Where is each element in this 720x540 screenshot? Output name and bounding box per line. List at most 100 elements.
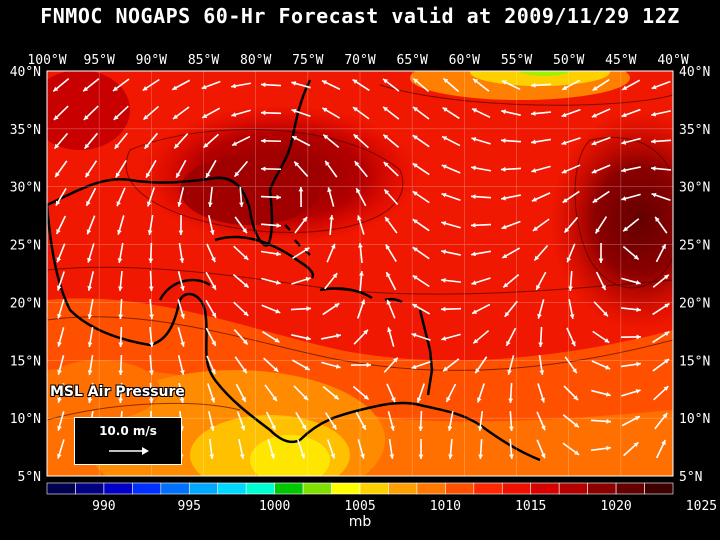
wind-vector xyxy=(233,160,249,178)
wind-vector xyxy=(356,299,366,319)
wind-vector xyxy=(470,194,492,200)
latitude-label: 40°N xyxy=(679,65,710,80)
colorbar-swatch xyxy=(46,482,76,495)
wind-vector xyxy=(591,389,611,397)
wind-vector xyxy=(149,326,154,348)
wind-vector xyxy=(535,271,547,291)
wind-vector xyxy=(532,218,550,232)
wind-vector xyxy=(383,161,399,177)
wind-vector xyxy=(321,79,341,91)
wind-vector xyxy=(324,160,338,178)
wind-vector xyxy=(142,78,160,92)
latitude-label: 15°N xyxy=(679,354,710,369)
longitude-label: 70°W xyxy=(344,53,375,68)
wind-vector xyxy=(621,108,641,118)
wind-vector xyxy=(568,270,573,292)
wind-vector xyxy=(321,361,341,369)
wind-vector xyxy=(388,438,395,460)
colorbar-tick-labels: 990 995 1000 1005 1010 1015 1020 1025 xyxy=(92,499,717,514)
wind-vector xyxy=(501,79,521,91)
longitude-label: 40°W xyxy=(657,53,688,68)
wind-vector xyxy=(234,356,248,374)
wind-vector xyxy=(260,110,282,116)
reference-vector-label: 10.0 m/s xyxy=(99,424,157,438)
wind-vector xyxy=(149,354,154,376)
wind-vector xyxy=(652,330,670,344)
wind-vector xyxy=(471,277,491,285)
wind-vector xyxy=(261,304,281,314)
wind-vector xyxy=(234,216,248,234)
wind-vector xyxy=(412,134,430,148)
wind-vector xyxy=(148,382,154,404)
map-title: FNMOC NOGAPS 60-Hr Forecast valid at 200… xyxy=(40,4,680,28)
wind-vector xyxy=(233,329,249,345)
wind-vector xyxy=(621,415,641,427)
wind-vector xyxy=(171,79,191,91)
wind-vector xyxy=(471,137,491,145)
wind-vector xyxy=(178,242,185,264)
wind-vector xyxy=(537,299,545,319)
wind-vector xyxy=(448,438,453,460)
wind-vector xyxy=(291,334,311,341)
wind-vector xyxy=(53,132,69,150)
wind-vector xyxy=(117,243,124,263)
wind-vector xyxy=(412,246,430,260)
wind-vector xyxy=(177,271,185,291)
wind-vector xyxy=(471,107,491,119)
longitude-label: 60°W xyxy=(449,53,480,68)
wind-vector xyxy=(260,166,282,172)
colorbar-swatch xyxy=(388,482,418,495)
wind-vector xyxy=(233,245,249,261)
wind-vector xyxy=(321,107,341,119)
wind-vector xyxy=(264,384,278,402)
wind-vector xyxy=(207,411,215,431)
wind-vector xyxy=(591,360,611,370)
wind-vector xyxy=(471,250,491,257)
wind-vector xyxy=(386,383,396,403)
colorbar-swatch xyxy=(587,482,617,495)
wind-vector xyxy=(621,137,641,145)
wind-vector xyxy=(530,138,552,145)
longitude-label: 55°W xyxy=(501,53,532,68)
latitude-label: 40°N xyxy=(10,65,41,80)
wind-vector xyxy=(118,270,123,292)
wind-vector xyxy=(478,438,484,460)
wind-vector xyxy=(326,439,336,459)
colorbar-swatch xyxy=(217,482,247,495)
wind-vector xyxy=(353,133,369,149)
latitude-labels-left: 40°N 35°N 30°N 25°N 20°N 15°N 10°N 5°N xyxy=(10,65,41,485)
wind-vectors xyxy=(52,77,672,460)
wind-vector xyxy=(355,187,367,207)
wind-vector xyxy=(115,160,127,178)
latitude-label: 10°N xyxy=(10,412,41,427)
wind-vector xyxy=(327,187,335,207)
wind-vector xyxy=(112,78,130,92)
wind-vector xyxy=(590,445,612,452)
colorbar-swatch xyxy=(245,482,275,495)
wind-vector xyxy=(412,162,430,176)
wind-vector xyxy=(56,271,65,291)
wind-vector xyxy=(173,133,189,149)
wind-vector xyxy=(561,108,581,118)
wind-vector xyxy=(231,109,251,117)
wind-vector xyxy=(291,135,311,147)
wind-vector xyxy=(445,383,457,403)
wind-vector xyxy=(322,134,340,148)
wind-vector xyxy=(418,410,424,432)
wind-vector xyxy=(57,327,65,347)
wind-vector xyxy=(621,277,641,285)
wind-vector xyxy=(57,383,65,403)
wind-vector xyxy=(291,108,311,118)
wind-vector xyxy=(117,215,125,235)
wind-vector xyxy=(621,79,641,91)
wind-vector xyxy=(500,166,522,172)
colorbar-swatch xyxy=(530,482,560,495)
field-label: MSL Air Pressure xyxy=(50,384,185,400)
wind-vector xyxy=(412,274,430,288)
wind-vector xyxy=(172,106,190,120)
colorbar-tick-label: 995 xyxy=(178,499,201,514)
wind-vector xyxy=(233,301,249,317)
wind-vector xyxy=(441,135,461,147)
wind-vector xyxy=(114,132,128,150)
wind-vector xyxy=(537,383,545,403)
